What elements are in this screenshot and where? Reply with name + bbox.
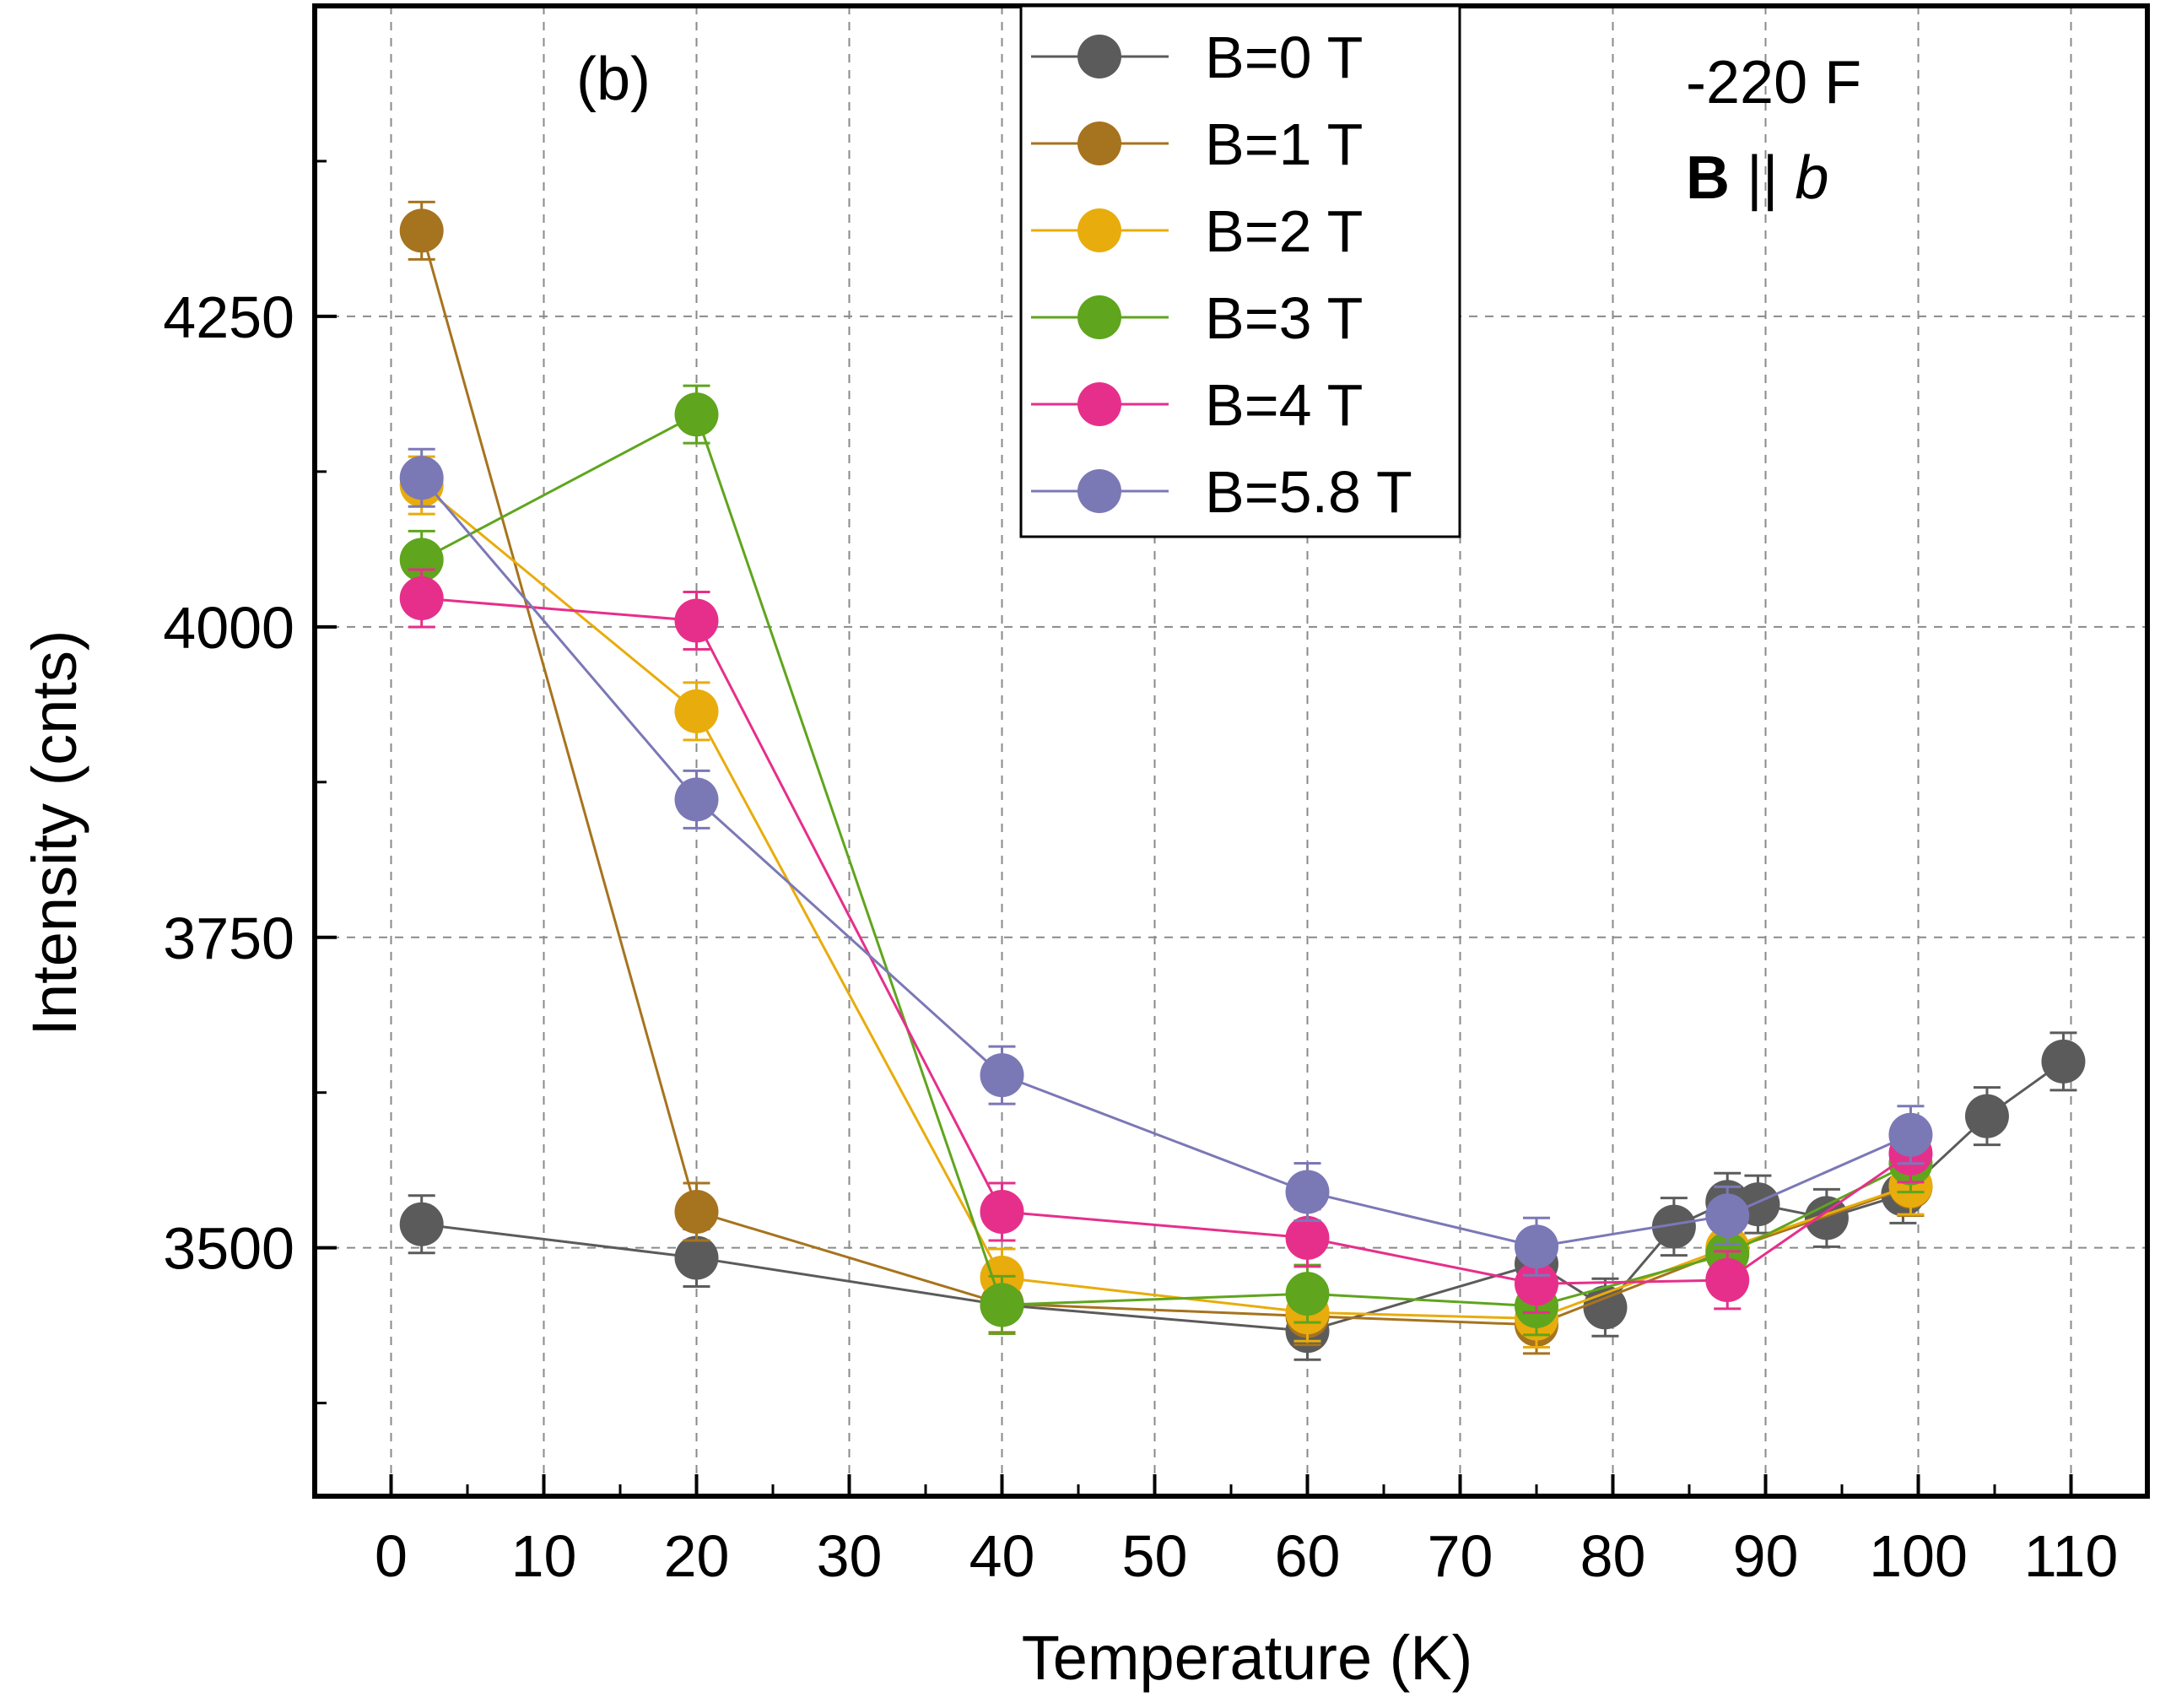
data-point — [2041, 1039, 2086, 1084]
legend-label: B=3 T — [1205, 285, 1363, 351]
data-point — [399, 1202, 444, 1246]
x-tick-label: 110 — [2024, 1523, 2119, 1589]
legend-marker — [1077, 35, 1121, 78]
x-tick-label: 0 — [375, 1523, 408, 1589]
data-point — [674, 392, 719, 437]
data-point — [1285, 1272, 1330, 1316]
annotation-field-italic: b — [1795, 144, 1828, 212]
series-line — [420, 413, 1912, 1308]
series-B=4 T — [399, 568, 1933, 1314]
legend-label: B=0 T — [1205, 24, 1363, 90]
y-tick-label: 4250 — [163, 284, 294, 350]
data-point — [1964, 1094, 2009, 1138]
annotation-reflection: -220 F — [1686, 49, 1861, 116]
y-tick-label: 4000 — [163, 595, 294, 661]
panel-label: (b) — [576, 46, 651, 113]
data-point — [980, 1283, 1024, 1327]
legend-marker — [1077, 295, 1121, 339]
x-tick-label: 100 — [1869, 1523, 1968, 1589]
legend-marker — [1077, 382, 1121, 426]
annotation-field-bold: B — [1686, 144, 1730, 212]
legend-label: B=5.8 T — [1205, 459, 1412, 525]
legend-marker — [1077, 208, 1121, 252]
annotation-field-direction: B || b — [1686, 144, 1828, 212]
annotation-field-mid: || — [1730, 144, 1795, 212]
series-line — [420, 477, 1912, 1248]
series-B=0 T — [399, 1031, 2086, 1361]
legend-item: B=1 T — [1031, 111, 1363, 177]
data-point — [980, 1053, 1024, 1098]
data-point — [1651, 1204, 1696, 1249]
x-tick-label: 40 — [969, 1523, 1035, 1589]
legend-label: B=2 T — [1205, 198, 1363, 264]
x-tick-label: 90 — [1733, 1523, 1799, 1589]
data-point — [674, 1235, 719, 1280]
series-line — [420, 484, 1911, 1321]
legend-item: B=3 T — [1031, 285, 1363, 351]
x-tick-label: 30 — [817, 1523, 883, 1589]
x-tick-label: 60 — [1275, 1523, 1341, 1589]
series-layer — [399, 200, 2086, 1361]
data-point — [1705, 1257, 1750, 1302]
x-tick-label: 20 — [664, 1523, 730, 1589]
data-point — [1515, 1262, 1558, 1306]
legend-item: B=5.8 T — [1031, 459, 1412, 525]
series-B=5.8 T — [399, 447, 1933, 1277]
axes: 0 10 20 30 40 50 60 70 80 90 100 110 3500 3750 4000 425… — [163, 159, 2119, 1589]
data-point — [980, 1189, 1024, 1234]
legend-item: B=2 T — [1031, 198, 1363, 264]
x-tick-label: 70 — [1428, 1523, 1493, 1589]
data-point — [399, 456, 444, 500]
y-tick-label: 3500 — [163, 1216, 294, 1282]
legend-box — [1019, 4, 1461, 538]
data-point — [399, 576, 444, 620]
data-point — [1285, 1215, 1330, 1260]
x-axis-label: Temperature (K) — [1022, 1623, 1473, 1693]
x-tick-label: 80 — [1580, 1523, 1646, 1589]
data-point — [1515, 1224, 1558, 1269]
series-line — [421, 597, 1912, 1285]
data-point — [1705, 1193, 1750, 1238]
data-point — [674, 598, 719, 643]
legend-marker — [1077, 122, 1121, 165]
y-axis-label: Intensity (cnts) — [19, 630, 89, 1035]
y-tick-label: 3750 — [163, 905, 294, 971]
legend-label: B=1 T — [1205, 111, 1363, 177]
data-point — [674, 1189, 719, 1234]
data-point — [674, 777, 719, 822]
data-point — [1888, 1112, 1933, 1157]
data-point — [1804, 1196, 1849, 1240]
legend-item: B=4 T — [1031, 372, 1363, 438]
legend: B=0 T B=1 T B=2 T B=3 T B=4 T B=5.8 T — [1019, 4, 1461, 538]
legend-label: B=4 T — [1205, 372, 1363, 438]
data-point — [399, 208, 444, 253]
series-line — [421, 1060, 2065, 1332]
data-point — [674, 689, 719, 733]
x-tick-label: 10 — [511, 1523, 577, 1589]
legend-item: B=0 T — [1031, 24, 1363, 90]
legend-marker — [1077, 469, 1121, 513]
data-point — [1285, 1170, 1330, 1214]
x-tick-label: 50 — [1122, 1523, 1188, 1589]
